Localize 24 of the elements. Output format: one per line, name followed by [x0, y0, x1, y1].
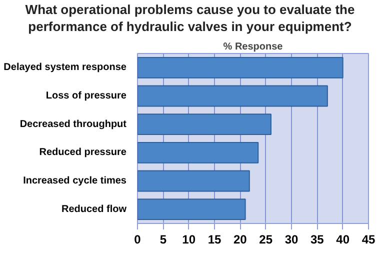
- x-tick-label: 45: [362, 232, 376, 246]
- bar: [138, 170, 250, 192]
- x-axis-title: % Response: [223, 42, 284, 52]
- y-tick-label: Increased cycle times: [23, 176, 127, 186]
- x-tick-label: 35: [310, 232, 324, 246]
- x-tick-label: 40: [336, 232, 350, 246]
- y-tick-label: Delayed system response: [4, 62, 127, 74]
- y-tick-label: Reduced pressure: [39, 147, 127, 158]
- y-tick-label: Decreased throughput: [20, 118, 128, 130]
- bar: [138, 85, 328, 107]
- bar: [138, 198, 246, 220]
- x-tick-label: 30: [284, 232, 298, 246]
- bar: [138, 56, 344, 78]
- y-tick-label: Reduced flow: [61, 204, 127, 215]
- chart-title: What operational problems cause you to evaluate the performance of hydraulic valves in your equipment?: [25, 1, 355, 35]
- x-tick-label: 15: [208, 232, 222, 246]
- x-tick-label: 5: [160, 232, 167, 246]
- x-tick-label: 20: [233, 232, 248, 246]
- bar: [138, 114, 272, 136]
- x-tick-label: 25: [259, 232, 273, 246]
- y-tick-label: Loss of pressure: [46, 90, 127, 102]
- bar: [138, 142, 259, 164]
- x-tick-label: 10: [182, 232, 196, 246]
- x-tick-label: 0: [134, 232, 142, 246]
